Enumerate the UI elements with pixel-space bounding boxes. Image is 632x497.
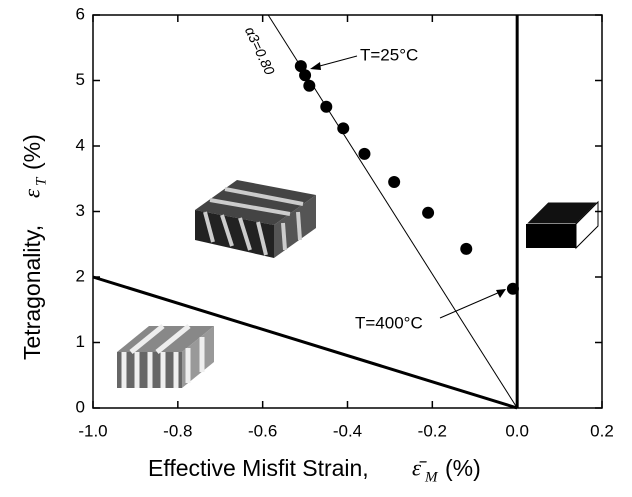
icon-domain-grid <box>195 180 316 258</box>
data-point <box>299 69 312 82</box>
icon-single-domain <box>524 200 600 250</box>
y-tick-label: 5 <box>76 70 85 89</box>
annotation: α3=0.80 <box>242 24 278 77</box>
y-label: Tetragonality, <box>19 225 45 360</box>
y-tick-label: 4 <box>76 135 85 154</box>
x-axis-title: Effective Misfit Strain, ε̄ M (%) <box>148 455 481 485</box>
icon-domain-stripes <box>117 324 214 388</box>
x-tick-label: -0.6 <box>248 421 277 440</box>
data-point <box>294 60 307 73</box>
y-tick-label: 0 <box>76 397 85 416</box>
x-tick-label: 0.2 <box>590 421 614 440</box>
arrow <box>315 55 358 68</box>
data-point <box>388 176 401 189</box>
data-point <box>506 282 519 295</box>
x-label-sub: M <box>424 469 439 485</box>
y-tick-label: 6 <box>76 4 85 23</box>
data-point <box>422 206 435 219</box>
arrow-head <box>496 289 506 298</box>
y-label-unit: (%) <box>19 134 45 170</box>
y-tick-label: 3 <box>76 201 85 220</box>
annotation: T=400°C <box>355 313 423 332</box>
y-axis-title: Tetragonality, ε T (%) <box>19 134 49 360</box>
x-tick-label: -0.2 <box>418 421 447 440</box>
data-point <box>358 147 371 160</box>
x-tick-label: -0.8 <box>163 421 192 440</box>
arrow-head <box>310 62 321 70</box>
annotation: T=25°C <box>360 45 418 64</box>
x-tick-label: -0.4 <box>333 421 362 440</box>
y-label-symbol: ε <box>19 188 44 198</box>
y-tick-label: 2 <box>76 266 85 285</box>
x-tick-label: 0.0 <box>505 421 529 440</box>
data-point <box>320 100 333 113</box>
boundary-line <box>92 275 518 410</box>
data-point <box>337 122 350 135</box>
data-point <box>460 242 473 255</box>
y-label-sub: T <box>33 176 49 186</box>
x-tick-label: -1.0 <box>78 421 107 440</box>
x-label: Effective Misfit Strain, <box>148 455 369 481</box>
y-tick-label: 1 <box>76 332 85 351</box>
x-label-unit: (%) <box>445 455 481 481</box>
arrow <box>439 291 501 319</box>
data-point <box>303 79 316 92</box>
